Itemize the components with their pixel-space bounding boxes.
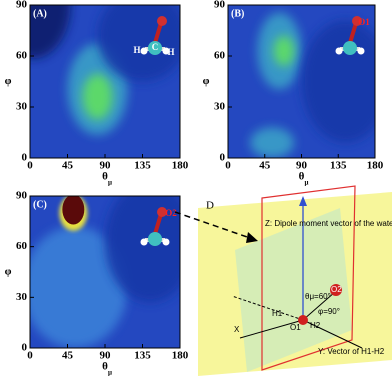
atom [140, 238, 148, 246]
heatmap [30, 196, 180, 348]
atom-label: H [133, 45, 140, 55]
y-label: φ [203, 75, 210, 87]
atom [335, 47, 343, 55]
x-tick-label: 45 [62, 160, 74, 172]
atom-label: O1 [358, 17, 370, 27]
z-arrow [299, 196, 307, 206]
x-tick-label: 180 [172, 350, 189, 362]
heatmap-texture [301, 20, 375, 143]
x-label-sub: μ [305, 179, 309, 187]
theta-label: θμ=60° [305, 292, 331, 301]
y-tick-label: 30 [16, 291, 28, 303]
x-label-sub: μ [108, 369, 112, 377]
h2-label: H2 [310, 321, 321, 330]
heatmap [228, 5, 375, 158]
o2-label: O2 [331, 285, 342, 294]
y-tick-label: 30 [214, 101, 226, 113]
phi-label: φ=90° [318, 307, 340, 316]
atom-o2 [330, 284, 342, 296]
x-tick-label: 0 [27, 160, 33, 172]
x-tick-label: 90 [100, 350, 112, 362]
x-axis-dash [231, 295, 304, 321]
bond [348, 22, 358, 44]
atom [148, 41, 162, 55]
diagram: D Z: Dipole moment vector of the water Y… [198, 185, 392, 376]
heatmap-texture [273, 35, 295, 67]
y-tick-label: 90 [16, 0, 28, 11]
atom [157, 16, 167, 26]
atom [148, 232, 162, 246]
x-tick-label: 45 [62, 350, 74, 362]
x-tick-label: 135 [134, 160, 151, 172]
y-axis [302, 319, 363, 349]
y-label: Y: Vector of H1-H2 [318, 347, 385, 356]
x-label: θ [102, 361, 108, 373]
red-plane [261, 185, 356, 371]
x-tick-label: 45 [259, 160, 271, 172]
x-tick-label: 135 [134, 350, 151, 362]
x-label: θ [102, 171, 108, 183]
atom [162, 47, 170, 55]
y-tick-label: 30 [16, 101, 28, 113]
atom-o1 [298, 315, 308, 325]
heatmap-texture [105, 196, 180, 303]
connector [174, 211, 251, 239]
y-label: φ [5, 266, 12, 278]
y-tick-label: 0 [220, 152, 226, 164]
x-tick-label: 135 [330, 160, 347, 172]
hot-region [62, 196, 85, 225]
atom-label: O2 [165, 208, 177, 218]
y-tick-label: 60 [214, 50, 226, 62]
x-axis [239, 319, 304, 339]
y-tick-label: 60 [16, 50, 28, 62]
y-tick-label: 0 [22, 342, 28, 354]
atom [140, 47, 148, 55]
atom [343, 41, 357, 55]
x-label-sub: μ [108, 179, 112, 187]
y-tick-label: 90 [16, 190, 28, 202]
x-tick-label: 180 [367, 160, 384, 172]
heatmap-texture [250, 127, 295, 158]
panel-label: D [206, 200, 214, 212]
panel-label: (B) [231, 8, 244, 19]
x-label: θ [299, 171, 305, 183]
panel-label: (A) [33, 8, 47, 19]
o1-label: O1 [290, 323, 301, 332]
y-tick-label: 0 [22, 152, 28, 164]
x-tick-label: 180 [172, 160, 189, 172]
x-tick-label: 0 [27, 350, 33, 362]
connector-arrow [246, 232, 258, 243]
x-label: X [234, 325, 240, 334]
heatmap-texture [30, 5, 71, 59]
atom [162, 238, 170, 246]
y-tick-label: 90 [214, 0, 226, 11]
atom [157, 207, 167, 217]
panel-label: (C) [33, 199, 47, 210]
x-tick-label: 90 [296, 160, 308, 172]
atom [352, 16, 362, 26]
bond [153, 213, 163, 235]
y-label: φ [5, 75, 12, 87]
heatmap-texture [30, 226, 128, 348]
y-tick-label: 60 [16, 240, 28, 252]
h1-label: H1 [272, 309, 283, 318]
z-label: Z: Dipole moment vector of the water [265, 219, 392, 228]
x-tick-label: 90 [100, 160, 112, 172]
atom [357, 47, 365, 55]
atom-label: H [167, 47, 174, 57]
o2-vector [302, 291, 336, 321]
atom-label: C [152, 42, 159, 52]
bond [153, 22, 163, 44]
heatmap-texture [82, 73, 113, 120]
x-tick-label: 0 [225, 160, 231, 172]
